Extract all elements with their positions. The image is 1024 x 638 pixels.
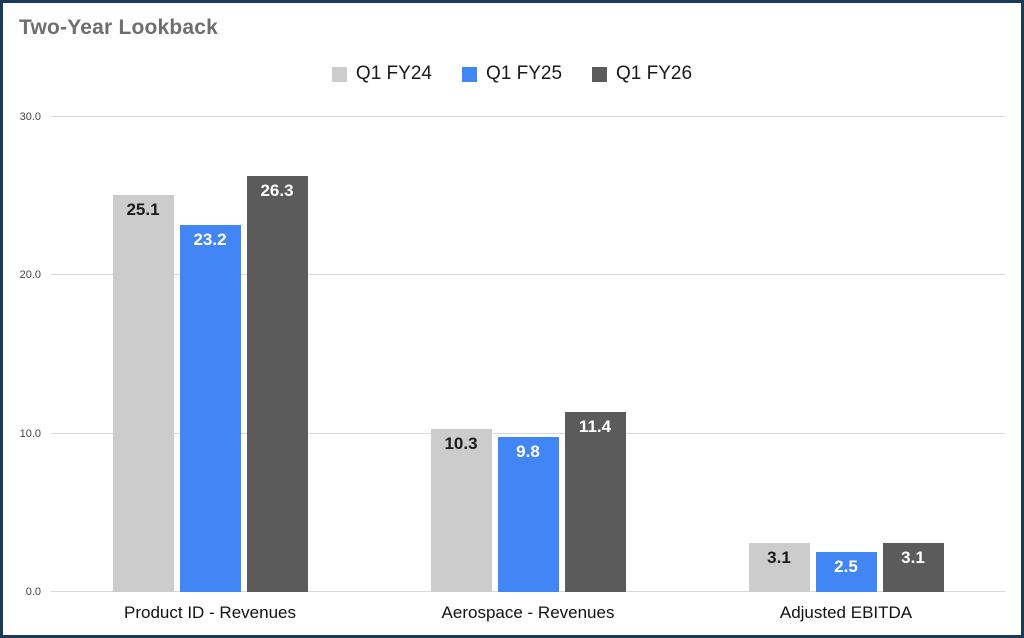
bar: 9.8 xyxy=(497,436,559,592)
bar: 3.1 xyxy=(748,542,810,592)
legend-label: Q1 FY24 xyxy=(355,63,432,84)
y-axis-tick-label: 10.0 xyxy=(19,427,41,440)
legend-label: Q1 FY25 xyxy=(485,63,563,84)
bar-value-label: 10.3 xyxy=(444,433,478,453)
bar-value-label: 25.1 xyxy=(126,199,160,219)
bar-value-label: 23.2 xyxy=(193,229,227,249)
legend-item: Q1 FY26 xyxy=(592,63,692,85)
bar-group: 10.3 9.8 11.4 Aerospace - Revenues xyxy=(430,117,626,622)
bar: 11.4 xyxy=(564,411,626,592)
bar: 3.1 xyxy=(882,542,944,592)
bar-value-label: 2.5 xyxy=(834,557,858,577)
legend-item: Q1 FY25 xyxy=(461,63,563,85)
legend-item: Q1 FY24 xyxy=(331,63,432,85)
bar-value-label: 3.1 xyxy=(767,547,791,567)
bar-value-label: 11.4 xyxy=(578,416,612,436)
bar: 10.3 xyxy=(430,428,492,592)
gridline xyxy=(51,116,1005,117)
bar-value-label: 3.1 xyxy=(901,547,925,567)
legend-label: Q1 FY26 xyxy=(616,63,693,84)
category-label: Aerospace - Revenues xyxy=(441,603,615,622)
bar-group: 25.1 23.2 26.3 Product ID - Revenues xyxy=(112,117,308,622)
bar-group: 3.1 2.5 3.1 Adjusted EBITDA xyxy=(748,117,944,622)
legend-swatch-icon xyxy=(331,66,347,82)
bar-value-label: 9.8 xyxy=(516,441,540,461)
bar: 26.3 xyxy=(246,175,308,592)
plot-area: 0.0 10.0 20.0 30.0 25.1 23.2 26.3 Product ID - … xyxy=(20,111,1005,622)
bar-groups: 25.1 23.2 26.3 Product ID - Revenues 10.3 9.8… xyxy=(51,117,1005,622)
category-label: Product ID - Revenues xyxy=(124,603,296,622)
bar: 2.5 xyxy=(815,552,877,592)
gridline xyxy=(51,432,1005,434)
legend-swatch-icon xyxy=(461,66,477,82)
y-axis-tick-label: 30.0 xyxy=(19,111,41,123)
category-label: Adjusted EBITDA xyxy=(779,603,913,622)
bar: 25.1 xyxy=(112,194,174,592)
y-axis-tick-label: 0.0 xyxy=(25,586,41,598)
bar-value-label: 26.3 xyxy=(260,180,294,200)
y-axis-tick-label: 20.0 xyxy=(19,269,41,282)
bar: 23.2 xyxy=(179,224,241,592)
chart-title: Two-Year Lookback xyxy=(19,16,219,39)
gridline xyxy=(51,274,1005,276)
legend: Q1 FY24 Q1 FY25 Q1 FY26 xyxy=(3,63,1021,85)
legend-swatch-icon xyxy=(592,66,608,82)
